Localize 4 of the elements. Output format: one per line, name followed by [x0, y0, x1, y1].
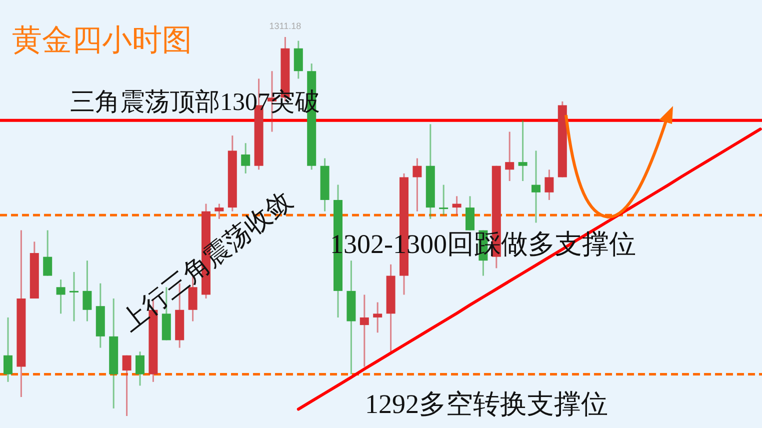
ref-line-label: 1292多空转换支撑位 [365, 389, 608, 419]
chart-title: 黄金四小时图 [12, 24, 192, 57]
annotation: 上行三角震荡收敛 [116, 186, 298, 337]
annotation: 1311.18 [269, 21, 302, 31]
